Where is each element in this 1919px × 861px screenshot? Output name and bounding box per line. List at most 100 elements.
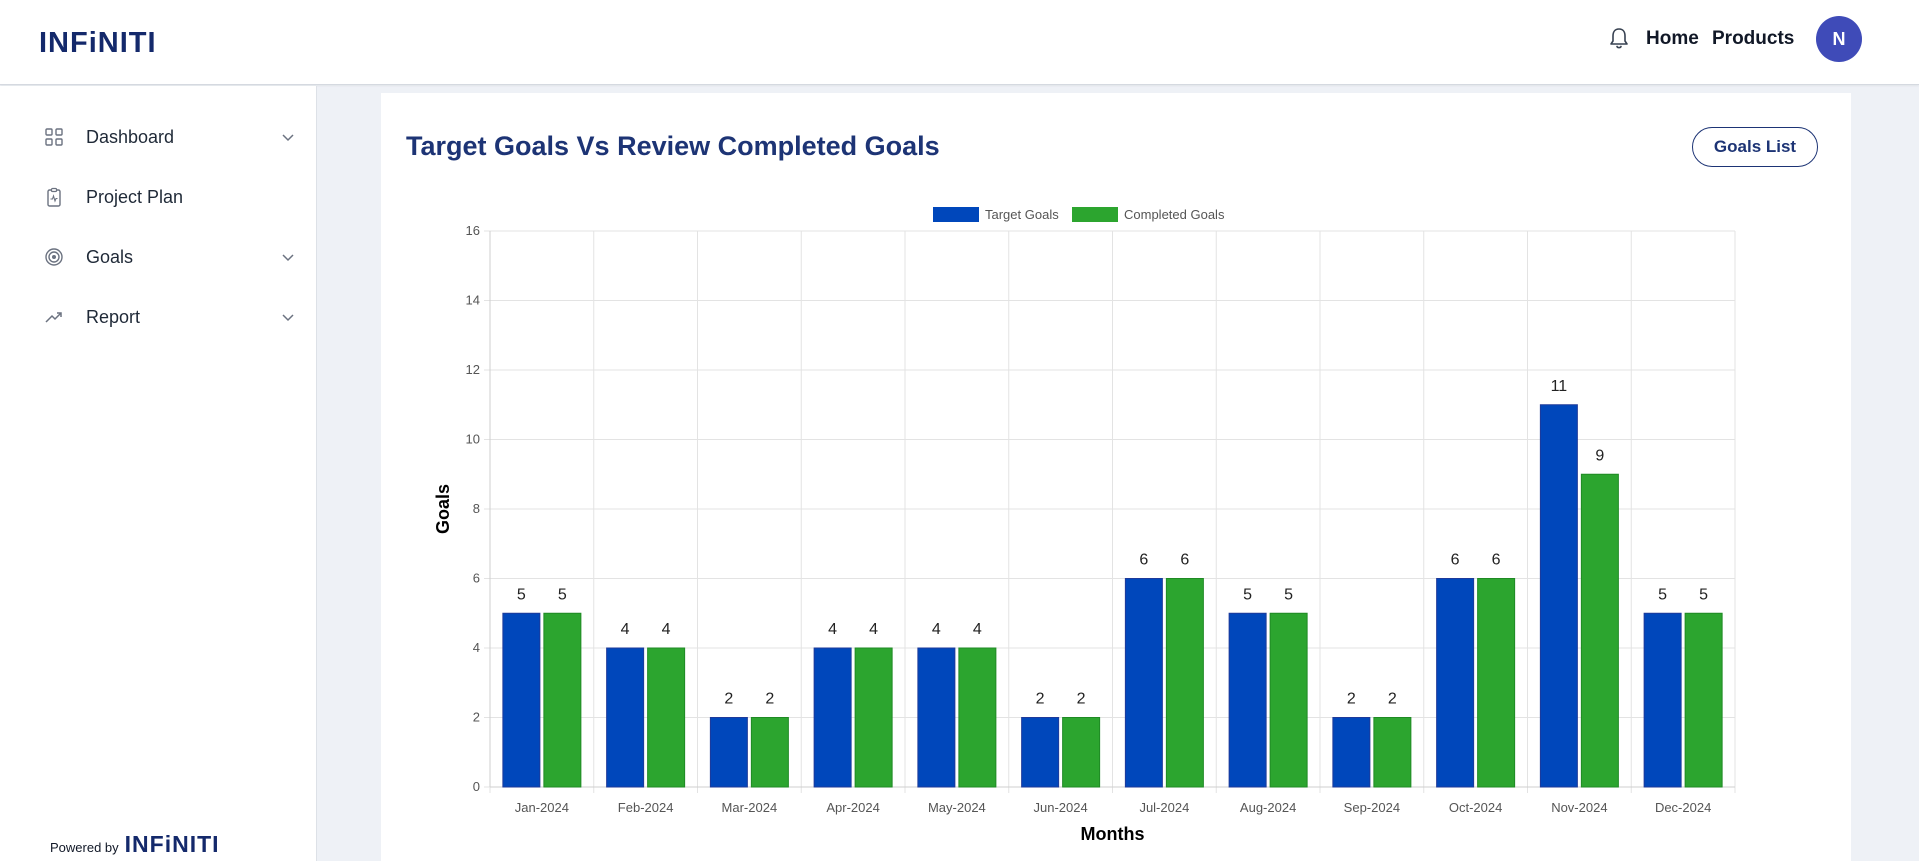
legend-label: Target Goals <box>985 207 1059 222</box>
data-label: 6 <box>1451 552 1460 569</box>
top-navbar: INFiNITI Home Products N <box>0 0 1919 85</box>
legend-label: Completed Goals <box>1124 207 1225 222</box>
bar-completed-goals <box>1269 612 1308 788</box>
data-label: 11 <box>1551 378 1568 395</box>
data-label: 4 <box>828 621 837 638</box>
x-tick-label: May-2024 <box>928 800 986 815</box>
y-tick-label: 8 <box>473 501 480 516</box>
chevron-down-icon[interactable] <box>280 129 296 145</box>
bar-target-goals <box>606 647 645 788</box>
bar-completed-goals <box>543 612 582 788</box>
bar-target-goals <box>1643 612 1682 788</box>
sidebar-item-label: Report <box>86 306 141 327</box>
bar-target-goals <box>709 717 748 788</box>
x-tick-label: Dec-2024 <box>1655 800 1711 815</box>
data-label: 2 <box>724 691 733 708</box>
y-tick-label: 16 <box>466 223 480 238</box>
data-label: 4 <box>662 621 671 638</box>
bar-target-goals <box>1539 404 1578 788</box>
sidebar-item-report[interactable]: Report <box>0 295 317 339</box>
data-label: 6 <box>1492 552 1501 569</box>
data-label: 6 <box>1180 552 1189 569</box>
data-label: 4 <box>973 621 982 638</box>
bar-target-goals <box>813 647 852 788</box>
x-tick-label: Sep-2024 <box>1344 800 1400 815</box>
footer-brand-logo: INFiNITI <box>124 831 220 857</box>
chart-card: Target Goals Vs Review Completed Goals G… <box>381 93 1851 861</box>
y-tick-label: 14 <box>466 293 480 308</box>
bar-completed-goals <box>1684 612 1723 788</box>
x-tick-label: Aug-2024 <box>1240 800 1296 815</box>
bar-completed-goals <box>1477 578 1516 788</box>
sidebar: Dashboard Project Plan Goals Report <box>0 86 317 861</box>
data-label: 5 <box>517 586 526 603</box>
data-label: 2 <box>1388 691 1397 708</box>
data-label: 5 <box>558 586 567 603</box>
bell-icon[interactable] <box>1607 26 1631 52</box>
grid-icon <box>45 128 63 146</box>
bar-completed-goals <box>854 647 893 788</box>
avatar[interactable]: N <box>1816 16 1862 62</box>
bar-target-goals <box>1332 717 1371 788</box>
chevron-down-icon[interactable] <box>280 309 296 325</box>
data-label: 2 <box>1036 691 1045 708</box>
y-tick-label: 6 <box>473 571 480 586</box>
bar-target-goals <box>1021 717 1060 788</box>
goals-list-button[interactable]: Goals List <box>1692 127 1818 167</box>
nav-products-link[interactable]: Products <box>1712 28 1795 49</box>
data-label: 6 <box>1139 552 1148 569</box>
y-tick-label: 4 <box>473 640 480 655</box>
x-tick-label: Oct-2024 <box>1449 800 1502 815</box>
x-tick-label: Jan-2024 <box>515 800 569 815</box>
legend-swatch <box>933 207 979 222</box>
bar-completed-goals <box>750 717 789 788</box>
bar-completed-goals <box>1580 473 1619 788</box>
y-tick-label: 2 <box>473 710 480 725</box>
bar-completed-goals <box>1062 717 1101 788</box>
nav-home-link[interactable]: Home <box>1646 28 1699 49</box>
powered-by-text: Powered by <box>50 840 119 855</box>
data-label: 9 <box>1595 447 1604 464</box>
y-tick-label: 10 <box>466 432 480 447</box>
data-label: 4 <box>621 621 630 638</box>
data-label: 5 <box>1699 586 1708 603</box>
bar-target-goals <box>1228 612 1267 788</box>
trending-up-icon <box>45 312 62 323</box>
data-label: 2 <box>1347 691 1356 708</box>
bar-completed-goals <box>958 647 997 788</box>
sidebar-item-project-plan[interactable]: Project Plan <box>0 175 317 219</box>
target-icon <box>45 248 63 266</box>
chevron-down-icon[interactable] <box>280 249 296 265</box>
bar-target-goals <box>1436 578 1475 788</box>
data-label: 5 <box>1284 586 1293 603</box>
sidebar-item-label: Goals <box>86 246 134 267</box>
data-label: 2 <box>1077 691 1086 708</box>
x-tick-label: Nov-2024 <box>1551 800 1607 815</box>
sidebar-item-label: Project Plan <box>86 186 184 207</box>
sidebar-item-dashboard[interactable]: Dashboard <box>0 115 317 159</box>
sidebar-item-goals[interactable]: Goals <box>0 235 317 279</box>
y-tick-label: 12 <box>466 362 480 377</box>
data-label: 5 <box>1243 586 1252 603</box>
y-tick-label: 0 <box>473 779 480 794</box>
data-label: 4 <box>869 621 878 638</box>
page-title: Target Goals Vs Review Completed Goals <box>406 131 940 161</box>
bar-completed-goals <box>1165 578 1204 788</box>
y-axis-title: Goals <box>433 484 453 534</box>
x-tick-label: Jun-2024 <box>1034 800 1088 815</box>
bar-target-goals <box>502 612 541 788</box>
data-label: 2 <box>765 691 774 708</box>
clipboard-icon <box>47 187 61 207</box>
goals-bar-chart: 0 2 4 6 8 10 12 14 16 5 5 Jan-2024 4 4 Feb-2024 2 2 Mar-2… <box>433 207 1736 844</box>
bar-completed-goals <box>647 647 686 788</box>
sidebar-item-label: Dashboard <box>86 126 175 147</box>
brand-logo[interactable]: INFiNITI <box>39 27 157 59</box>
x-tick-label: Jul-2024 <box>1139 800 1189 815</box>
powered-by-footer: Powered by INFiNITI <box>50 831 220 858</box>
bar-target-goals <box>917 647 956 788</box>
legend-swatch <box>1072 207 1118 222</box>
bar-completed-goals <box>1373 717 1412 788</box>
data-label: 4 <box>932 621 941 638</box>
data-label: 5 <box>1658 586 1667 603</box>
x-tick-label: Mar-2024 <box>722 800 778 815</box>
